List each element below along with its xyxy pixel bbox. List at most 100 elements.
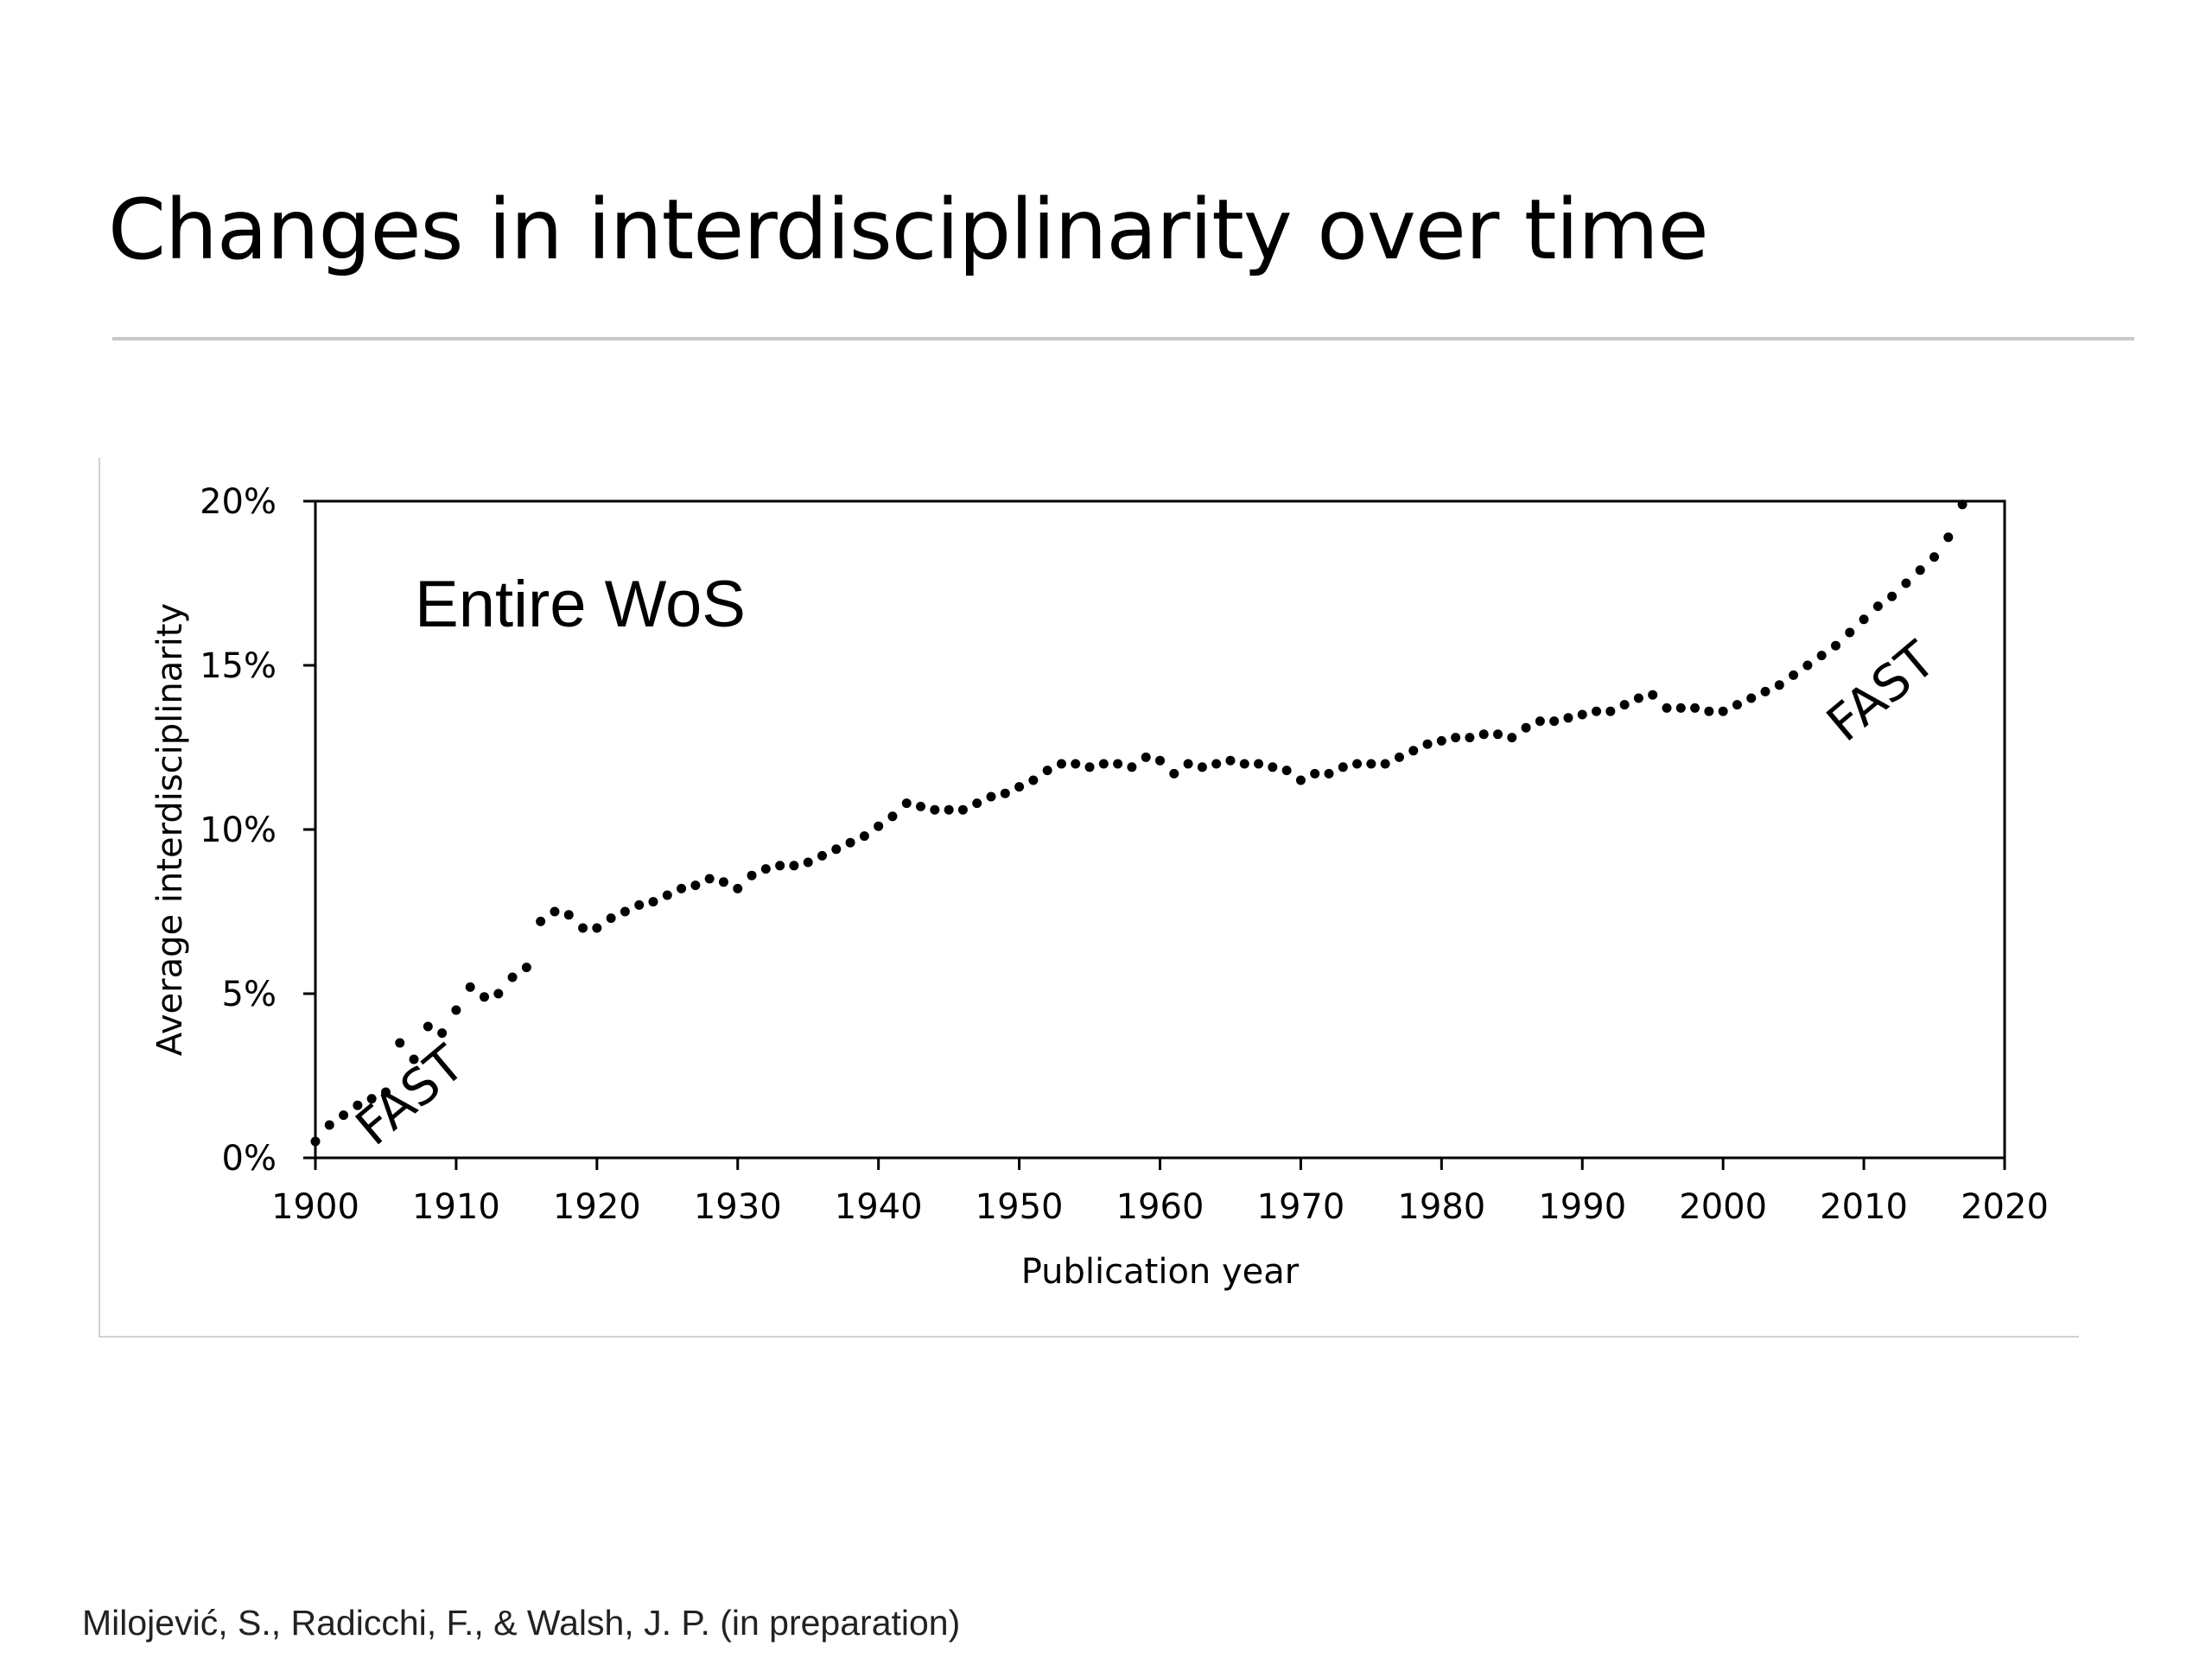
data-point [930,804,940,815]
data-point [1746,693,1757,703]
data-point [859,831,869,842]
data-point [1872,601,1883,612]
data-point [1465,733,1475,743]
data-point [1605,706,1616,716]
data-point [1436,735,1446,746]
data-point [1408,746,1419,756]
data-point [704,874,715,884]
chart-frame [99,458,2079,1338]
data-series-entire-wos [310,499,1967,1147]
data-point [1324,768,1334,779]
data-point [1169,768,1179,779]
data-point [1141,752,1151,762]
x-tick-label: 1980 [1397,1187,1485,1227]
data-point [1675,702,1686,713]
data-point [353,1100,363,1110]
data-point [620,906,630,917]
data-point [366,1094,377,1104]
data-point [1859,614,1869,625]
fast-annotation: FAST [345,1033,475,1156]
data-point [480,992,489,1002]
data-point [1732,700,1742,710]
x-tick-label: 1970 [1257,1187,1345,1227]
data-point [1000,788,1010,798]
data-point [1338,762,1348,772]
data-point [747,870,757,880]
data-point [493,988,504,999]
data-point [1183,759,1193,769]
data-point [606,913,616,924]
data-point [507,972,518,982]
data-point [409,1054,419,1065]
data-point [718,877,728,887]
data-point [901,798,912,809]
data-point [1113,759,1123,769]
data-point [957,804,968,815]
data-point [1225,755,1236,766]
data-point [662,890,672,900]
data-point [972,798,982,809]
data-point [1268,762,1278,772]
data-point [789,861,799,871]
data-point [310,1136,321,1147]
y-tick-label: 20% [200,482,276,522]
data-point [1352,759,1363,769]
data-point [1493,729,1503,740]
slide-title: Changes in interdisciplinarity over time [108,181,1709,278]
data-point [677,883,687,893]
data-point [1563,713,1573,723]
data-point [1155,755,1165,766]
data-point [1380,759,1390,769]
data-point [1789,670,1799,680]
data-point [1549,716,1560,727]
y-tick-label: 10% [200,810,276,850]
data-point [1056,759,1066,769]
x-tick-label: 1940 [835,1187,923,1227]
data-point [1816,651,1827,661]
data-point [339,1110,349,1121]
data-point [465,982,475,992]
x-axis-ticks: 1900 1910 1920 1930 1940 1950 1960 1970 1980 1990… [271,1158,2049,1227]
data-point [986,791,996,802]
data-point [1042,766,1052,776]
data-point [760,864,771,874]
data-point [1592,706,1602,716]
data-point [944,804,954,815]
data-point [592,923,602,933]
data-point [1648,690,1658,700]
data-point [1211,759,1222,769]
y-tick-label: 15% [200,646,276,686]
data-point [817,850,827,861]
data-point [1422,739,1433,749]
data-point [1831,640,1840,651]
data-point [395,1038,405,1048]
data-point [1197,762,1207,772]
data-point [1887,591,1897,601]
data-point [1619,700,1630,710]
y-tick-label: 5% [222,975,276,1014]
data-point [845,837,855,848]
data-point [1084,762,1095,772]
data-point [648,897,658,907]
data-point [1478,729,1489,740]
data-point [437,1028,448,1039]
data-point [1845,627,1855,638]
data-point [1295,775,1306,785]
data-point [634,899,645,910]
x-tick-label: 1960 [1116,1187,1205,1227]
data-point [1957,499,1967,510]
title-divider [112,337,2134,340]
data-point [1028,775,1039,785]
x-tick-label: 2020 [1961,1187,2049,1227]
data-point [1718,706,1728,716]
data-point [775,861,785,871]
data-point [1281,766,1292,776]
data-point [1901,578,1911,588]
data-point [1577,709,1587,720]
data-point [690,880,701,891]
data-point [451,1005,461,1015]
data-point [1535,716,1545,727]
data-point [1774,680,1784,690]
data-point [1760,686,1770,696]
